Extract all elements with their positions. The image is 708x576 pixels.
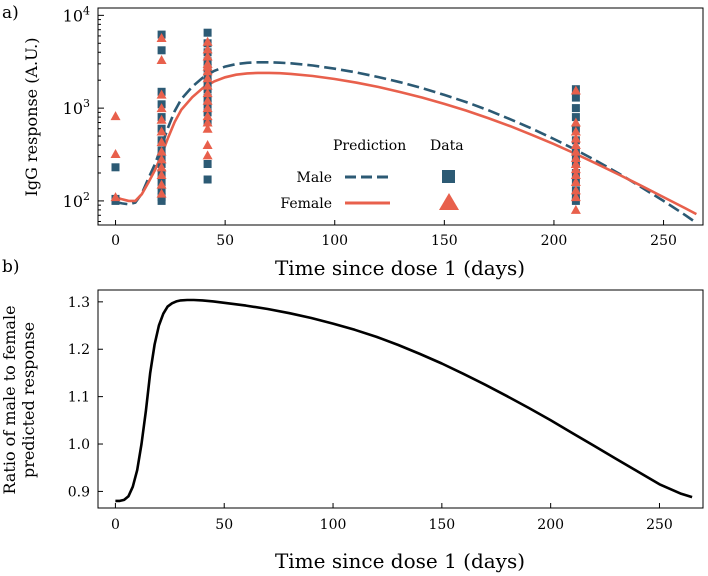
male-data-point	[203, 28, 212, 37]
panel-b-plot-frame	[97, 289, 704, 509]
female-data-point	[570, 140, 581, 150]
y-tick-label: 102	[63, 190, 90, 211]
y-tick-label: 103	[63, 97, 90, 118]
legend-data-header: Data	[430, 138, 464, 154]
panel-b: b) 0 50 100 150 200 250 0.9 1.0 1.1 1.2 1.3 Time …	[0, 257, 704, 573]
female-data-point	[570, 176, 581, 186]
y-tick-label: 0.9	[68, 484, 90, 500]
female-data-point	[202, 140, 213, 150]
female-data-point	[570, 153, 581, 163]
x-tick-label: 150	[431, 233, 458, 249]
female-data-point	[570, 133, 581, 143]
panel-a: a) 0 50 100 150 200 250 102 103 104 Time since …	[2, 3, 704, 280]
female-data-point	[202, 117, 213, 127]
female-data-point	[202, 51, 213, 61]
x-tick-label: 100	[320, 517, 347, 533]
x-tick-label: 0	[111, 233, 120, 249]
female-data-point	[202, 66, 213, 76]
female-data-point	[156, 137, 167, 147]
male-data-point	[571, 104, 580, 113]
male-data-point	[571, 113, 580, 122]
female-data-point	[202, 150, 213, 160]
female-data-point	[570, 164, 581, 174]
female-data-point	[570, 185, 581, 195]
female-data-point	[570, 204, 581, 214]
male-data-point	[203, 175, 212, 184]
y-tick-label: 1.1	[68, 390, 90, 406]
legend-prediction-header: Prediction	[333, 138, 406, 154]
female-data-point	[202, 61, 213, 71]
x-tick-label: 0	[111, 517, 120, 533]
female-data-point	[202, 44, 213, 54]
x-tick-label: 200	[537, 517, 564, 533]
female-data-point	[202, 111, 213, 121]
y-tick-label: 1.3	[68, 295, 90, 311]
female-data-point	[570, 85, 581, 95]
female-data-point	[202, 36, 213, 46]
panel-a-legend: Prediction Data Male Female	[280, 138, 463, 212]
legend-male-label: Male	[297, 170, 332, 186]
panel-a-x-axis-title: Time since dose 1 (days)	[275, 256, 525, 280]
male-data-point	[157, 46, 166, 55]
female-data-point	[156, 146, 167, 156]
female-data-point	[110, 149, 121, 159]
legend-female-label: Female	[280, 196, 332, 212]
female-data-point	[156, 188, 167, 198]
female-data-point	[202, 80, 213, 90]
male-data-point	[157, 196, 166, 205]
male-data-point	[203, 160, 212, 168]
x-tick-label: 250	[650, 233, 677, 249]
y-tick-label: 1.2	[68, 342, 90, 358]
female-data-point	[202, 73, 213, 83]
ratio-line	[115, 298, 693, 503]
female-data-point	[156, 126, 167, 136]
panel-b-x-axis-title: Time since dose 1 (days)	[275, 549, 525, 573]
female-data-point	[110, 192, 121, 202]
female-data-point	[570, 117, 581, 127]
female-data-point	[570, 126, 581, 136]
female-data-point	[156, 170, 167, 180]
x-tick-label: 150	[428, 517, 455, 533]
x-tick-label: 100	[321, 233, 348, 249]
panel-b-y-axis-title: Ratio of male to female predicted respon…	[0, 305, 38, 494]
panel-a-label: a)	[2, 3, 19, 23]
panel-b-y-axis-title-line-2: predicted response	[19, 322, 38, 478]
legend-male-marker	[442, 170, 455, 183]
panel-b-y-axis-title-line-1: Ratio of male to female	[0, 305, 19, 494]
panel-b-label: b)	[2, 257, 20, 277]
female-data-point	[156, 55, 167, 65]
female-data-point	[570, 170, 581, 180]
legend-female-marker	[439, 193, 459, 210]
x-tick-label: 250	[646, 517, 673, 533]
female-data-point	[570, 192, 581, 202]
female-data-point	[202, 95, 213, 105]
female-data-point	[110, 111, 121, 121]
female-data-point	[156, 32, 167, 42]
female-data-point	[156, 179, 167, 189]
female-data-point	[156, 114, 167, 124]
panel-a-plot-frame	[97, 7, 704, 226]
x-tick-label: 50	[215, 517, 233, 533]
male-data-point	[571, 93, 580, 102]
female-data-point	[156, 162, 167, 172]
female-data-point	[202, 103, 213, 113]
female-data-point	[570, 146, 581, 156]
female-data-point	[570, 158, 581, 168]
male-data-point	[111, 163, 120, 172]
y-tick-label: 1.0	[68, 437, 90, 453]
panel-a-y-axis-title: IgG response (A.U.)	[22, 38, 41, 197]
x-tick-label: 50	[216, 233, 234, 249]
female-data-point	[202, 123, 213, 133]
female-data-point	[156, 103, 167, 113]
x-tick-label: 200	[541, 233, 568, 249]
female-data-point	[156, 89, 167, 99]
female-data-point	[156, 154, 167, 164]
y-tick-label: 104	[63, 4, 90, 25]
female-data-point	[202, 88, 213, 98]
